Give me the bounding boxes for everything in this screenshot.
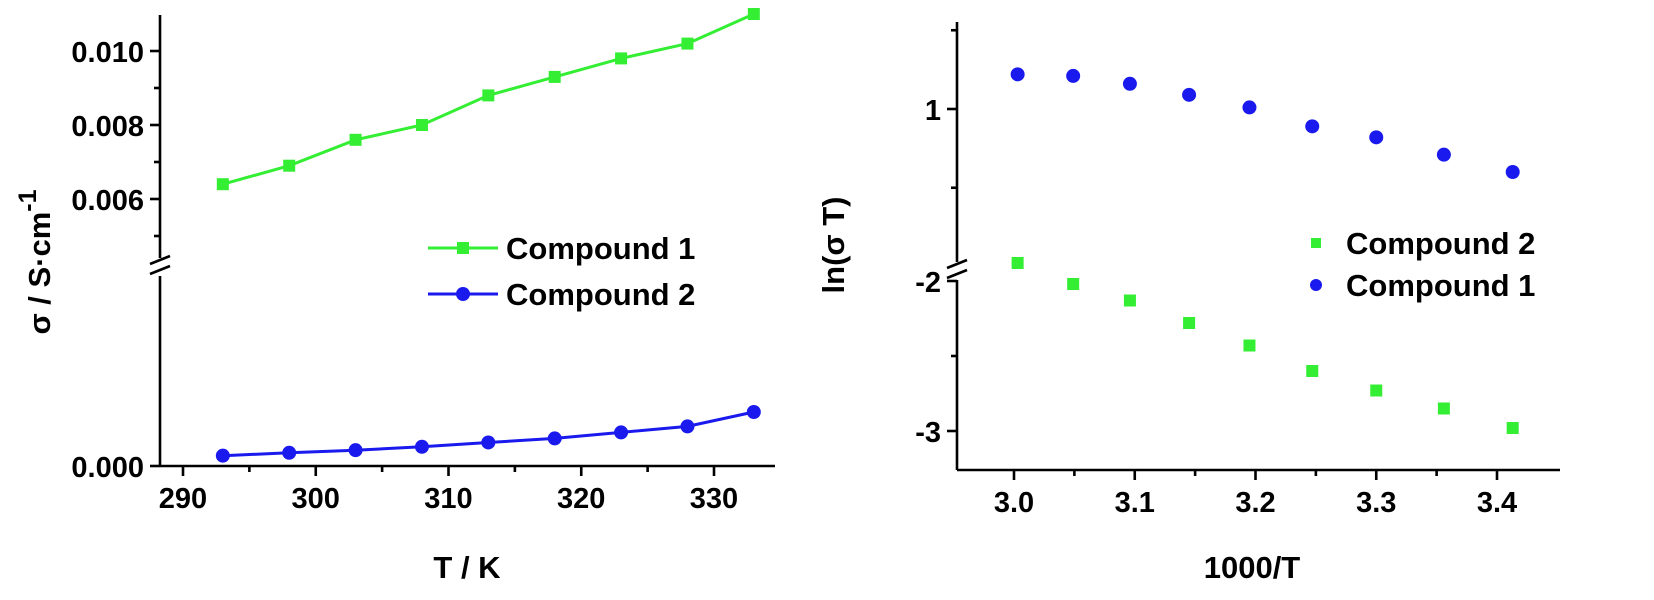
data-point [1370, 384, 1383, 397]
axis-break-mark [149, 254, 171, 266]
data-point [1182, 87, 1197, 102]
data-point [1369, 130, 1384, 145]
y-axis-label-superscript: -1 [14, 189, 42, 211]
data-point [1183, 317, 1196, 329]
data-point [1306, 365, 1319, 377]
data-point [216, 178, 229, 191]
data-point [1123, 294, 1136, 307]
data-point [547, 431, 562, 446]
data-point [1067, 278, 1080, 290]
conductivity-vs-temperature-chart: 290 300 310 320 330 0.006 0.008 0.010 0.000 T / K… [14, 8, 775, 585]
x-tick-label: 3.3 [1356, 487, 1396, 519]
data-point [1305, 119, 1320, 134]
legend-label: Compound 2 [506, 277, 695, 312]
legend-marker [1310, 279, 1322, 291]
axis-break-mark [946, 258, 968, 270]
data-point [215, 448, 230, 463]
legend-label: Compound 1 [1346, 268, 1535, 303]
legend-marker [457, 242, 469, 254]
legend-label: Compound 1 [506, 231, 695, 266]
x-tick-label: 320 [557, 483, 605, 515]
data-point [1506, 422, 1519, 434]
data-point [1243, 339, 1256, 352]
x-tick-label: 3.2 [1235, 487, 1275, 519]
axis-break-mark [946, 268, 968, 280]
y-axis-label: σ / S·cm-1 [14, 189, 57, 334]
y-tick-label: 0.000 [71, 452, 144, 484]
legend-marker [456, 287, 470, 301]
y-axis-label: ln(σ T) [816, 197, 851, 294]
data-point [1437, 402, 1450, 415]
data-point [746, 405, 761, 419]
data-point [747, 8, 760, 20]
x-tick-label: 3.1 [1115, 487, 1155, 519]
x-tick-label: 330 [690, 483, 738, 515]
x-axis-label: T / K [433, 550, 501, 585]
data-point [283, 159, 296, 172]
y-tick-label: 0.008 [71, 111, 144, 143]
data-point [482, 89, 495, 102]
x-tick-label: 290 [159, 483, 207, 515]
arrhenius-plot-chart: 3.0 3.1 3.2 3.3 3.4 1 -2 -3 1000/T ln(σ T) Compoun… [816, 22, 1560, 585]
y-tick-label: 0.006 [71, 185, 144, 217]
legend-label: Compound 2 [1346, 226, 1535, 261]
y-tick-label: 1 [925, 95, 941, 127]
x-tick-label: 300 [292, 483, 340, 515]
data-point [348, 443, 363, 458]
legend-marker [1311, 238, 1321, 248]
data-point [1010, 67, 1025, 82]
data-point [414, 439, 429, 454]
data-point [1436, 147, 1451, 162]
data-point [481, 435, 496, 450]
legend: Compound 2 Compound 1 [1310, 226, 1535, 303]
data-point [349, 133, 362, 146]
x-tick-label: 310 [424, 483, 472, 515]
axis-break-mark [149, 264, 171, 276]
y-tick-label: 0.010 [71, 37, 144, 69]
data-point [1505, 165, 1520, 179]
data-point [1011, 257, 1024, 269]
data-point [681, 37, 694, 50]
legend: Compound 1 Compound 2 [428, 231, 695, 312]
data-point [1242, 100, 1257, 115]
x-tick-label: 3.0 [994, 487, 1034, 519]
data-point [1122, 76, 1137, 91]
x-tick-label: 3.4 [1477, 487, 1517, 519]
data-point [680, 419, 695, 434]
y-tick-label: -2 [915, 267, 941, 299]
y-tick-label: -3 [915, 417, 941, 449]
data-point [282, 445, 297, 460]
x-axis-label: 1000/T [1204, 550, 1301, 585]
data-point [548, 70, 561, 83]
data-point [615, 52, 628, 65]
data-point [614, 425, 629, 440]
data-point [1066, 68, 1081, 83]
data-point [415, 119, 428, 131]
